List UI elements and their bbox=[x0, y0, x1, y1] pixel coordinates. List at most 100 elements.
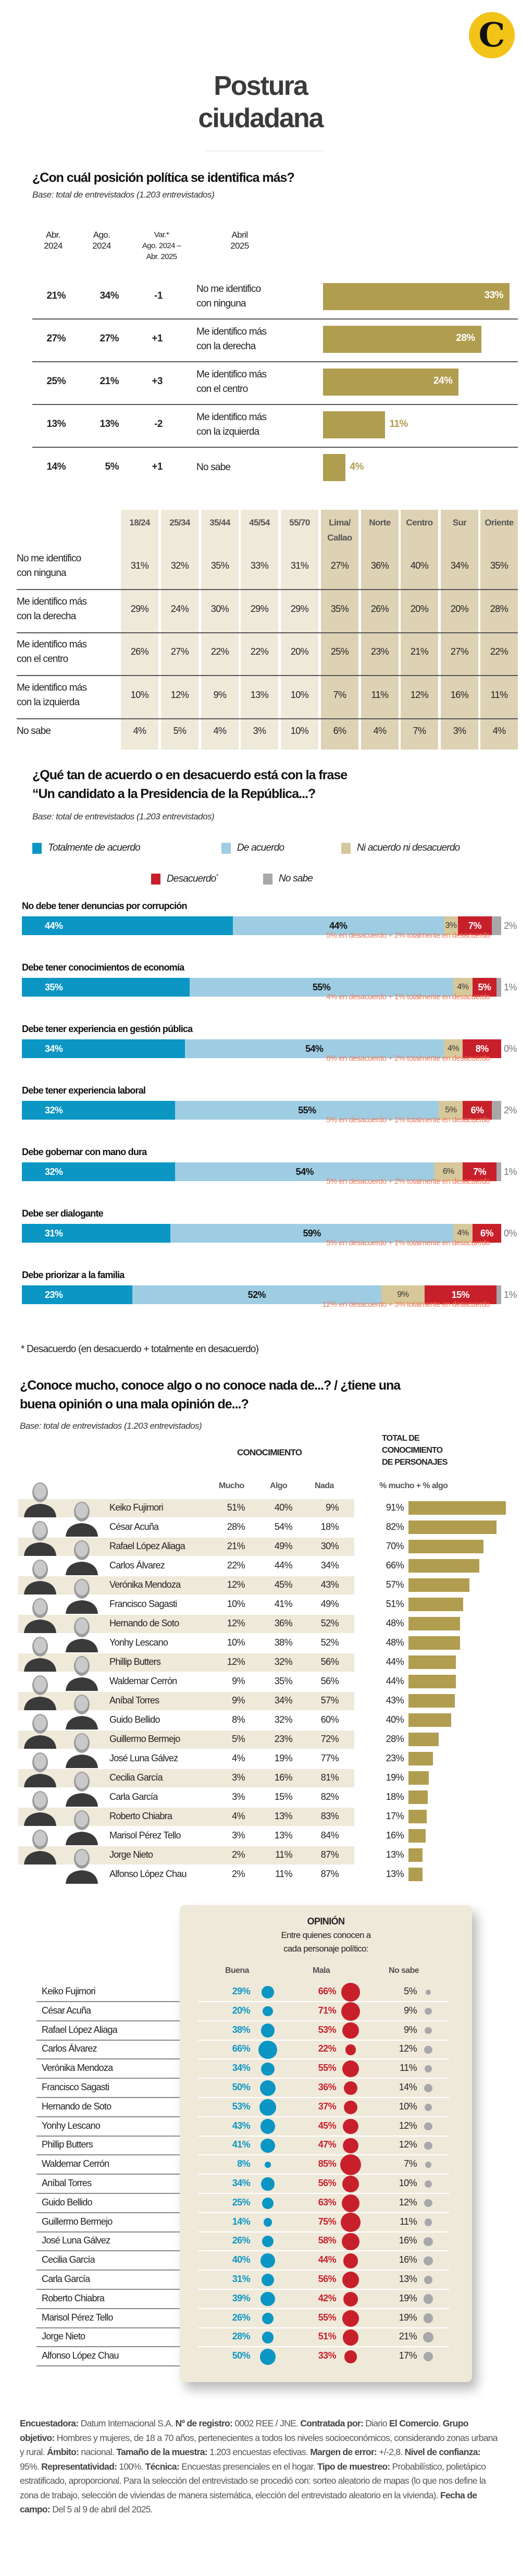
segment-de-acuerdo: 44% bbox=[232, 916, 444, 935]
column-header-line: Lima/ bbox=[329, 518, 351, 528]
legend-swatch bbox=[32, 843, 42, 854]
bar-abril2025 bbox=[323, 411, 386, 438]
name-divider bbox=[36, 2327, 180, 2328]
segment-value: 44% bbox=[329, 920, 348, 931]
pct-mucho: 5% bbox=[232, 1734, 245, 1744]
total-bar bbox=[408, 1752, 433, 1765]
segment-desacuerdo: 5% bbox=[472, 978, 497, 997]
column-header-line: Norte bbox=[369, 518, 391, 528]
cell-value: 35% bbox=[330, 603, 349, 614]
segment-ni-acuerdo: 4% bbox=[453, 1224, 473, 1243]
person-name: Aníbal Torres bbox=[109, 1695, 159, 1706]
opinion-buena-circle bbox=[262, 1986, 274, 1998]
pct-algo: 36% bbox=[274, 1618, 293, 1628]
pct-total: 17% bbox=[386, 1811, 404, 1821]
opinion-mala-value: 47% bbox=[318, 2139, 337, 2150]
header-abr2024-line: Abr. bbox=[46, 230, 60, 240]
opinion-mala-circle bbox=[342, 2060, 359, 2078]
total-bar bbox=[408, 1733, 439, 1746]
column-header: 55/70 bbox=[279, 515, 320, 530]
row-divider bbox=[198, 2097, 449, 2098]
q3-base: Base: total de entrevistados (1.203 entr… bbox=[20, 1421, 202, 1431]
segment-no-sabe: 1% bbox=[496, 1162, 517, 1181]
segment-value: 35% bbox=[45, 982, 63, 992]
pct-mucho: 2% bbox=[232, 1849, 245, 1860]
legend-text: De acuerdo bbox=[237, 842, 284, 853]
row-divider bbox=[198, 2212, 449, 2213]
opinion-mala-value: 58% bbox=[318, 2235, 337, 2246]
opinion-person-name: Keiko Fujimori bbox=[42, 1986, 96, 1996]
opinion-person-name: Carla García bbox=[42, 2274, 90, 2284]
header-var-line: Var.* bbox=[154, 230, 169, 239]
cell-value: 11% bbox=[371, 689, 389, 700]
column-header-line: 45/54 bbox=[249, 518, 270, 528]
row-divider bbox=[198, 2193, 449, 2194]
header-abr2024-line: 2024 bbox=[44, 241, 63, 251]
opinion-mala-circle bbox=[341, 2194, 360, 2212]
person-name: Guillermo Bermejo bbox=[109, 1734, 180, 1744]
stacked-bar: 35% 55% 4% 5% 1% bbox=[22, 978, 517, 997]
pct-mucho: 12% bbox=[227, 1579, 245, 1590]
opinion-nosabe-value: 9% bbox=[404, 2005, 417, 2016]
total-bar bbox=[408, 1636, 460, 1650]
column-header-line: 55/70 bbox=[289, 518, 310, 528]
opinion-nosabe-value: 19% bbox=[399, 2292, 417, 2303]
row-divider bbox=[17, 632, 518, 633]
cell-value: 28% bbox=[490, 603, 508, 614]
opinion-nosabe-circle bbox=[423, 2313, 433, 2324]
row-highlight bbox=[18, 1731, 354, 1749]
row-label-line: con la izquierda bbox=[17, 696, 80, 708]
total-bar bbox=[408, 1598, 464, 1611]
value-variation: -2 bbox=[154, 419, 163, 430]
q2-base: Base: total de entrevistados (1.203 entr… bbox=[32, 812, 215, 821]
methodology-label: Tipo de muestreo: bbox=[317, 2461, 390, 2472]
pct-mucho: 8% bbox=[232, 1714, 245, 1725]
segment-value: 1% bbox=[503, 1289, 517, 1300]
cell-value: 12% bbox=[410, 689, 429, 700]
segment-value: 9% bbox=[397, 1290, 409, 1299]
row-label-line: con el centro bbox=[17, 654, 68, 665]
opinion-buena-value: 28% bbox=[232, 2331, 251, 2342]
row-label: Me identifico más con la derecha bbox=[17, 595, 87, 624]
pct-mucho: 2% bbox=[232, 1869, 245, 1879]
value-variation: +3 bbox=[152, 376, 163, 387]
pct-total: 44% bbox=[386, 1676, 404, 1686]
q2-question-line1: ¿Qué tan de acuerdo o en desacuerdo está… bbox=[32, 768, 348, 782]
logo-letter: C bbox=[478, 15, 505, 55]
opinion-mala-value: 71% bbox=[318, 2005, 337, 2016]
cell-value: 26% bbox=[130, 646, 149, 657]
opinion-nosabe-circle bbox=[424, 2083, 433, 2093]
total-header-line: CONOCIMIENTO bbox=[382, 1446, 443, 1455]
opinion-person-name: José Luna Gálvez bbox=[42, 2235, 110, 2246]
opinion-nosabe-value: 12% bbox=[399, 2197, 417, 2207]
segment-value: 6% bbox=[470, 1105, 484, 1115]
methodology-text: 0002 REE / JNE. bbox=[232, 2418, 301, 2428]
row-label-line: con la derecha bbox=[196, 341, 256, 352]
stacked-bar: 31% 59% 4% 6% 0% bbox=[22, 1224, 517, 1243]
cell-value: 33% bbox=[250, 560, 269, 571]
opinion-nosabe-circle bbox=[423, 2332, 433, 2343]
value-abr2024: 13% bbox=[46, 419, 66, 430]
statement-label: No debe tener denuncias por corrupción bbox=[22, 901, 187, 911]
opinion-person-name: Rafael López Aliaga bbox=[42, 2024, 118, 2035]
pct-nada: 77% bbox=[320, 1753, 339, 1763]
person-photo bbox=[61, 1844, 102, 1884]
pct-total: 48% bbox=[386, 1637, 404, 1648]
cell-value: 22% bbox=[210, 646, 229, 657]
opinion-subtitle-line1: Entre quienes conocen a bbox=[281, 1930, 371, 1940]
opinion-person-name: Cecilia García bbox=[42, 2254, 95, 2265]
row-divider bbox=[198, 2289, 449, 2290]
pct-total: 40% bbox=[386, 1714, 404, 1725]
bar-value: 28% bbox=[456, 333, 475, 344]
col-algo: Algo bbox=[270, 1481, 288, 1490]
cell-value: 22% bbox=[250, 646, 269, 657]
bar-abril2025: 33% bbox=[323, 283, 510, 310]
value-abr2024: 14% bbox=[46, 461, 66, 472]
opinion-buena-circle bbox=[259, 2080, 276, 2096]
pct-mucho: 21% bbox=[227, 1541, 245, 1551]
q2-question-line2: “Un candidato a la Presidencia de la Rep… bbox=[32, 787, 316, 801]
header-var-line: Ago. 2024 – bbox=[142, 241, 181, 250]
opinion-person-name: César Acuña bbox=[42, 2005, 91, 2016]
person-name: Phillip Butters bbox=[109, 1657, 161, 1667]
opinion-nosabe-value: 12% bbox=[399, 2120, 417, 2131]
